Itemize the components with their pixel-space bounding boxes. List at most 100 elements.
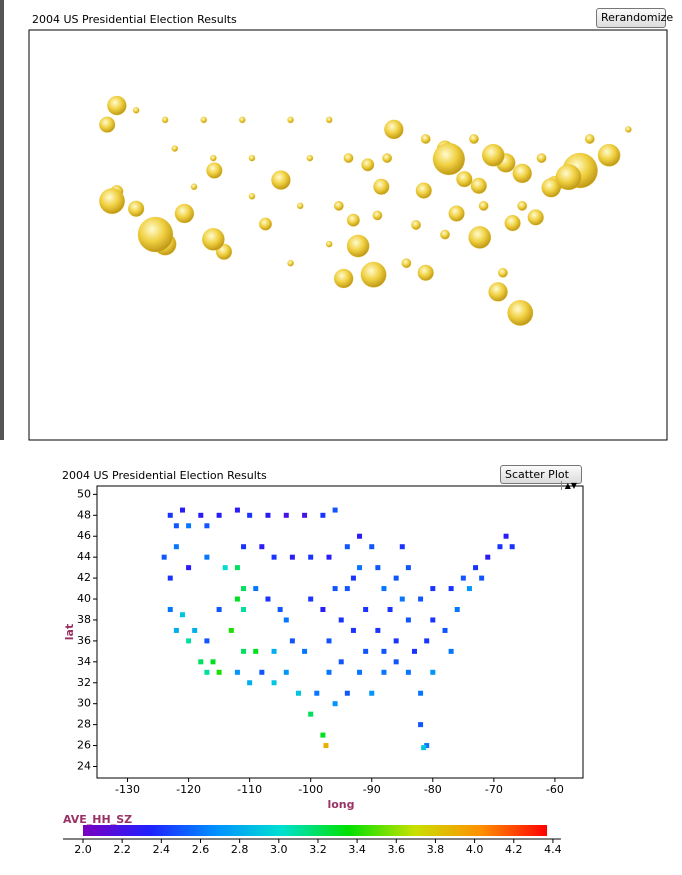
bubble (488, 282, 508, 302)
bubble (343, 153, 354, 163)
bubble (448, 205, 465, 222)
scatter-layer: -130 -120 -110 -100 -90 -80 -70 -60 24 26 28 30 32 34… (77, 487, 564, 796)
colorbar-tick-label: 3.2 (309, 843, 327, 856)
point (411, 648, 417, 654)
point (283, 512, 289, 518)
point (460, 575, 466, 581)
point (332, 701, 338, 707)
select-arrow: ▲▼ (560, 481, 577, 490)
point (320, 606, 326, 612)
y-tick-label: 28 (77, 718, 91, 731)
point (418, 690, 424, 696)
bubble (128, 200, 145, 217)
y-tick-label: 24 (77, 759, 91, 772)
point (393, 575, 399, 581)
point (430, 669, 436, 675)
point (363, 606, 369, 612)
bubble (287, 116, 294, 124)
point (485, 554, 491, 560)
bubble (504, 215, 521, 232)
y-tick-label: 46 (77, 529, 91, 542)
point (357, 565, 363, 571)
bubble (420, 134, 431, 144)
bubble (306, 154, 314, 162)
bubble (239, 116, 246, 124)
point (308, 554, 314, 560)
bubble (200, 116, 207, 124)
bubble (137, 216, 174, 253)
point (277, 606, 283, 612)
point (418, 722, 424, 728)
y-tick-label: 26 (77, 739, 91, 752)
point (332, 586, 338, 592)
bubble (346, 234, 370, 258)
bubble (440, 229, 450, 240)
point (192, 627, 198, 633)
point (179, 507, 185, 513)
bubble (325, 116, 333, 124)
point (186, 638, 192, 644)
point (350, 575, 356, 581)
point (265, 596, 271, 602)
bubble (248, 193, 256, 200)
point (424, 743, 430, 749)
point (295, 690, 301, 696)
point (204, 638, 210, 644)
point (198, 659, 204, 665)
rerandomize-button[interactable]: Rerandomize (596, 8, 673, 28)
bubble (346, 213, 360, 227)
plot-frame (28, 29, 668, 441)
bubble (360, 261, 387, 288)
point (350, 627, 356, 633)
point (167, 512, 173, 518)
point (381, 586, 387, 592)
point (241, 586, 247, 592)
point (308, 596, 314, 602)
bubble (174, 203, 195, 224)
point (369, 544, 375, 550)
select-text: Scatter Plot (505, 468, 569, 481)
bubble (384, 119, 404, 140)
x-tick-label: -60 (546, 783, 564, 796)
point (320, 732, 326, 738)
point (241, 606, 247, 612)
point (381, 648, 387, 654)
bubble (415, 182, 432, 199)
point (442, 627, 448, 633)
x-tick-label: -70 (485, 783, 503, 796)
chart-type-select[interactable]: Scatter Plot ▲▼ (500, 465, 582, 490)
colorbar-tick-label: 3.6 (388, 843, 406, 856)
bubble (161, 116, 169, 124)
bubble (271, 170, 291, 190)
point (234, 669, 240, 675)
y-tick-label: 38 (77, 613, 91, 626)
point (210, 659, 216, 665)
point (186, 523, 192, 529)
point (344, 544, 350, 550)
point (179, 612, 185, 618)
point (448, 586, 454, 592)
colorbar-tick-label: 4.0 (466, 843, 484, 856)
point (241, 648, 247, 654)
point (167, 575, 173, 581)
bubble (296, 202, 304, 210)
colorbar-tick-label: 4.2 (505, 843, 523, 856)
point (302, 512, 308, 518)
bubble (541, 178, 561, 198)
point (473, 565, 479, 571)
point (222, 565, 228, 571)
bubble (469, 134, 479, 144)
point (173, 544, 179, 550)
point (357, 533, 363, 539)
y-tick-label: 30 (77, 697, 91, 710)
chart-title: 2004 US Presidential Election Results (32, 13, 237, 26)
point (308, 711, 314, 717)
x-tick-label: -120 (176, 783, 201, 796)
point (357, 669, 363, 675)
point (161, 554, 167, 560)
bubble (325, 240, 333, 248)
bubble (334, 268, 354, 289)
bubble (190, 183, 198, 191)
